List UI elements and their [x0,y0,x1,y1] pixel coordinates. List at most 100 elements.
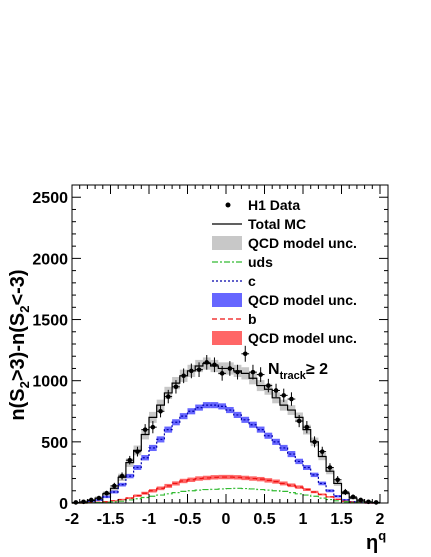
data-point [219,371,225,376]
data-point [227,366,233,371]
data-point [204,360,210,365]
x-tick-label: -0.5 [174,511,202,528]
legend-marker [212,293,242,307]
legend-label: QCD model unc. [248,330,357,346]
data-point [142,427,148,432]
c-band-bin [318,481,327,486]
c-band-bin [141,455,149,461]
c-band-bin [179,413,188,420]
c-band-bin [249,421,257,428]
y-tick-label: 1000 [32,374,68,391]
legend-marker [212,236,242,250]
data-point [327,465,333,470]
total-mc-line [72,362,380,504]
legend-marker [225,202,231,208]
plot-layers [72,345,380,505]
x-tick-label: 1 [299,511,308,528]
data-point [112,483,117,489]
y-axis-label: n(S2>3)-n(S2<-3) [7,269,32,420]
y-axis-label-sub2: 2 [17,306,32,313]
track-annotation-sub: track [280,370,307,382]
data-point [173,384,179,390]
legend-label: uds [248,254,273,270]
x-tick-label: 0 [222,511,231,528]
data-point [258,372,263,377]
c-band-bin [287,451,296,458]
b-band-bin [125,497,134,500]
b-band-bin [149,489,157,493]
y-axis-label-main: n(S [7,388,29,420]
c-band-bin [272,438,280,445]
legend-entry-total_unc: QCD model unc. [212,235,357,251]
x-tick-label: -1 [142,511,156,528]
b-band-bin [295,485,303,489]
data-point [96,495,102,501]
data-point [304,424,310,430]
legend-label: H1 Data [248,197,300,213]
data-point [127,457,133,463]
x-tick-label: 2 [376,511,385,528]
track-annotation-rest: ≥ 2 [306,361,328,378]
data-point [196,367,202,372]
x-tick-label: 0.5 [253,511,275,528]
legend: H1 Data Total MC QCD model unc. uds c QCD mod… [212,197,357,346]
histogram-lines [72,362,380,504]
track-annotation-main: N [268,361,280,378]
c-band-bin [149,444,157,452]
data-point [343,489,348,495]
b-band-bin [156,486,165,491]
x-tick-label: -1.5 [97,511,125,528]
b-band-bin [233,475,242,480]
y-axis-label-mid: >3)-n(S [7,313,29,381]
y-tick-label: 500 [41,435,68,452]
uncertainty-bands [79,357,373,504]
legend-entry-b_unc: QCD model unc. [212,330,357,346]
legend-entry-c_unc: QCD model unc. [212,292,357,308]
legend-entry-total: Total MC [212,216,306,232]
x-axis-label-sup: q [378,528,386,543]
data-point [335,477,340,483]
b-band-bin [226,474,234,480]
legend-entry-c: c [212,273,256,289]
data-point [296,418,302,424]
data-point [250,369,256,375]
data-point [189,368,194,374]
y-tick-label: 1500 [32,313,68,330]
b-band-bin [287,483,296,488]
data-point [212,362,217,368]
legend-label: QCD model unc. [248,235,357,251]
b-band-bin [318,493,327,496]
data-point [119,473,125,479]
axes: -2 -1.5 -1 -0.5 0 0.5 1 1.5 2 0 500 1000 1500 2000 250… [32,185,388,528]
c-band-bin [256,426,265,433]
x-axis-label-main: η [366,532,378,554]
c-band-bin [187,408,196,415]
c-line [72,404,380,504]
legend-label: c [248,273,256,289]
track-annotation: Ntrack≥ 2 [268,361,328,382]
y-axis-label-end: <-3) [7,269,29,305]
data-point [358,497,364,503]
c-band-bin [303,465,311,470]
data-point [235,369,240,375]
data-point [266,383,271,388]
y-tick-label: 2000 [32,251,68,268]
b-band-bin [326,496,334,498]
legend-label: Total MC [248,216,306,232]
data-point [242,351,248,357]
c-band-bin [310,472,319,478]
b-band-bin [179,478,188,484]
y-axis-label-sub1: 2 [17,381,32,388]
data-point [88,497,94,503]
legend-label: QCD model unc. [248,292,357,308]
data-point [319,449,325,454]
x-axis-label: ηq [366,528,386,554]
data-point [281,393,287,398]
c-band-bin [195,404,203,411]
b-band-bin [195,476,203,481]
x-tick-label: -2 [65,511,79,528]
data-point [73,500,79,505]
data-point [289,396,294,402]
data-point [158,408,163,414]
